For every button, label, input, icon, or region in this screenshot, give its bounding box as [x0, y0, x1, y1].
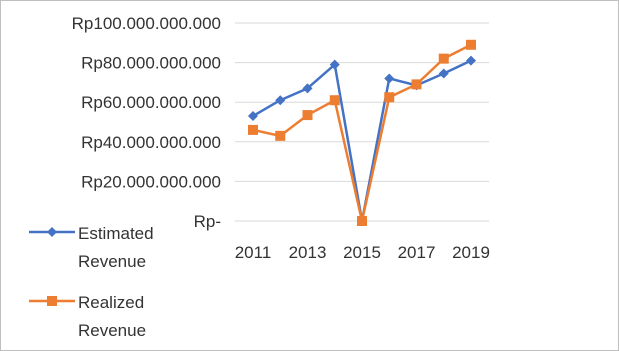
x-tick-label: 2019 — [452, 243, 490, 262]
y-tick-label: Rp60.000.000.000 — [81, 93, 221, 112]
legend-marker — [47, 296, 57, 306]
data-point — [438, 53, 449, 64]
data-point — [411, 79, 422, 90]
y-axis-tick-labels: Rp100.000.000.000 Rp80.000.000.000 Rp60.00… — [72, 14, 221, 231]
legend-marker — [47, 227, 57, 237]
data-point — [275, 130, 286, 141]
legend-label: Revenue — [78, 252, 146, 271]
legend-item-realized-revenue: Realized Revenue — [29, 293, 146, 340]
y-tick-label: Rp80.000.000.000 — [81, 54, 221, 73]
data-point — [466, 39, 476, 50]
x-axis-tick-labels: 2011 2013 2015 2017 2019 — [235, 243, 490, 262]
data-point — [384, 92, 395, 103]
y-tick-label: Rp20.000.000.000 — [81, 172, 221, 191]
data-point — [438, 68, 449, 79]
x-tick-label: 2013 — [289, 243, 327, 262]
x-tick-label: 2017 — [398, 243, 436, 262]
data-point — [357, 216, 367, 226]
data-point — [302, 110, 313, 121]
y-tick-label: Rp100.000.000.000 — [72, 14, 221, 33]
data-point — [248, 111, 258, 122]
data-point — [248, 124, 258, 135]
data-point — [466, 55, 476, 66]
y-tick-label: Rp- — [194, 212, 221, 231]
legend: Estimated Revenue Realized Revenue — [29, 224, 154, 340]
data-point — [384, 73, 395, 84]
y-tick-label: Rp40.000.000.000 — [81, 133, 221, 152]
gridlines — [235, 22, 489, 222]
series-lines — [248, 39, 476, 226]
legend-item-estimated-revenue: Estimated Revenue — [29, 224, 154, 271]
legend-label: Revenue — [78, 321, 146, 340]
data-point — [329, 59, 340, 70]
x-tick-label: 2011 — [235, 243, 272, 262]
data-point — [302, 83, 313, 94]
data-point — [275, 95, 286, 106]
data-point — [329, 95, 340, 106]
legend-label: Realized — [78, 293, 144, 312]
legend-label: Estimated — [78, 224, 154, 243]
x-tick-label: 2015 — [343, 243, 381, 262]
series-realized-revenue — [248, 39, 476, 226]
series-line — [252, 59, 472, 223]
series-line — [252, 43, 472, 223]
